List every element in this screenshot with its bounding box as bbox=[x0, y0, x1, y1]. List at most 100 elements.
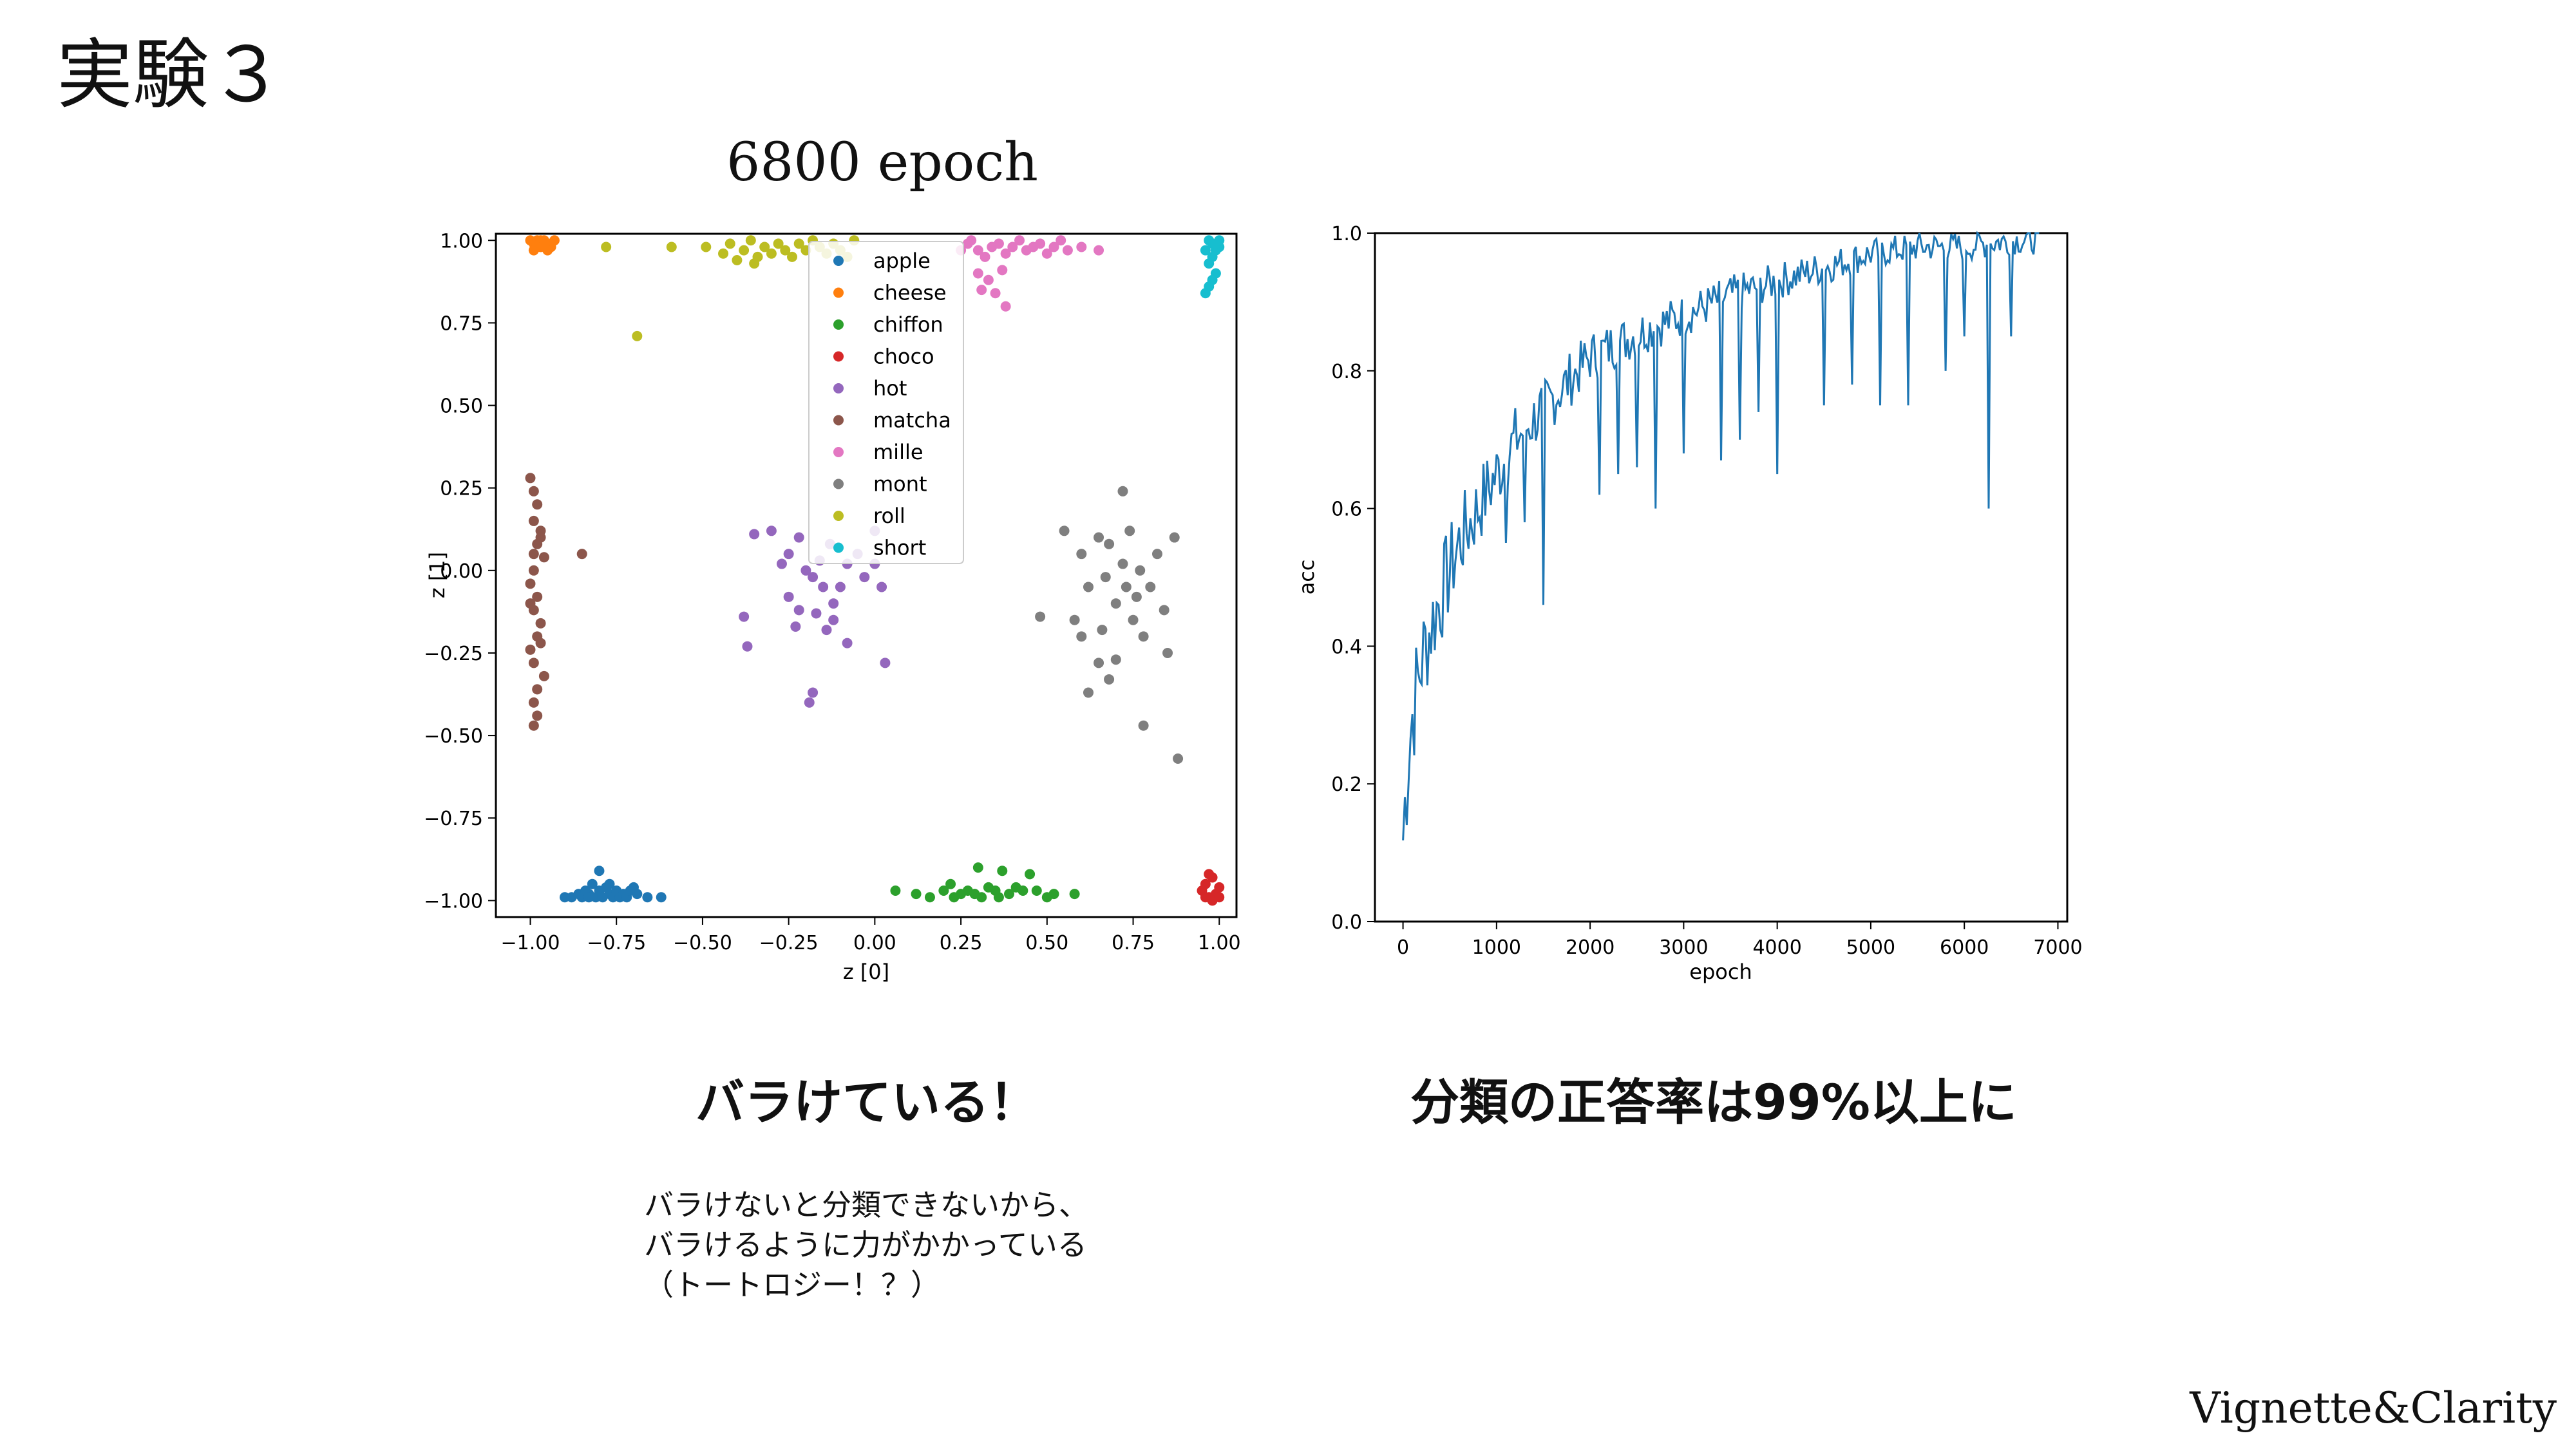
point-chiffon bbox=[997, 866, 1008, 876]
point-mille bbox=[1000, 301, 1011, 312]
point-mont bbox=[1083, 582, 1094, 592]
legend-marker-matcha bbox=[833, 415, 844, 426]
point-hot bbox=[804, 697, 815, 708]
point-chiffon bbox=[1025, 869, 1036, 880]
point-chiffon bbox=[993, 892, 1004, 903]
point-mont bbox=[1121, 582, 1132, 592]
scatter-ytick-label: −0.25 bbox=[424, 643, 483, 665]
point-mille bbox=[983, 274, 994, 285]
point-choco bbox=[1214, 882, 1225, 893]
point-hot bbox=[828, 614, 839, 625]
scatter-xtick-label: 0.75 bbox=[1112, 932, 1155, 954]
scatter-xtick-label: 0.50 bbox=[1025, 932, 1068, 954]
point-mont bbox=[1069, 614, 1080, 625]
point-apple bbox=[656, 892, 667, 903]
caption-left: バラけている！ bbox=[696, 1074, 1038, 1131]
point-mont bbox=[1117, 558, 1128, 569]
line-xtick-label: 4000 bbox=[1752, 936, 1801, 959]
point-mont bbox=[1083, 687, 1094, 698]
point-mille bbox=[1000, 248, 1011, 259]
point-chiffon bbox=[949, 892, 960, 903]
point-matcha bbox=[528, 658, 539, 668]
brand-logo-text: Vignette&Clarity bbox=[2190, 1383, 2557, 1433]
point-mont bbox=[1110, 654, 1121, 665]
legend-marker-apple bbox=[833, 256, 844, 266]
line-xtick-label: 0 bbox=[1397, 936, 1409, 959]
scatter-ytick-label: 1.00 bbox=[440, 230, 483, 252]
point-matcha bbox=[532, 591, 543, 602]
line-xtick-label: 6000 bbox=[1940, 936, 1989, 959]
point-choco bbox=[1214, 892, 1225, 903]
line-ticks: 0 1000 2000 3000 4000 5000 6000 7000 0.0 0.2 0.4 0.… bbox=[1331, 223, 2082, 959]
point-apple bbox=[594, 866, 605, 876]
scatter-ytick-label: 0.25 bbox=[440, 478, 483, 500]
point-chiffon bbox=[972, 862, 983, 873]
point-chiffon bbox=[911, 889, 922, 900]
point-mille bbox=[1076, 242, 1087, 252]
line-ytick-label: 0.6 bbox=[1331, 498, 1362, 521]
point-mont bbox=[1151, 549, 1162, 560]
point-mont bbox=[1173, 753, 1184, 764]
point-hot bbox=[739, 611, 750, 622]
point-mille bbox=[1041, 248, 1052, 259]
point-mille bbox=[1056, 235, 1066, 246]
point-chiffon bbox=[945, 878, 956, 889]
point-matcha bbox=[535, 638, 546, 649]
point-mont bbox=[1094, 658, 1104, 668]
scatter-plot: −1.00 −1.00 −0.75 −0.75 −0.50 −0.50 −0.25 −0.25… bbox=[424, 230, 1241, 984]
point-matcha bbox=[538, 670, 549, 681]
scatter-xtick-label: −0.25 bbox=[759, 932, 819, 954]
legend-label-mille: mille bbox=[873, 440, 923, 464]
scatter-ytick-label: −1.00 bbox=[424, 890, 483, 913]
point-hot bbox=[828, 598, 839, 609]
scatter-xtick-label: 0.00 bbox=[853, 932, 896, 954]
legend-marker-mille bbox=[833, 447, 844, 457]
accuracy-series-line bbox=[1402, 231, 2040, 840]
point-roll bbox=[718, 248, 729, 259]
accuracy-line-plot: 0 1000 2000 3000 4000 5000 6000 7000 0.0 0.2 0.4 0.… bbox=[1294, 223, 2083, 984]
legend-marker-roll bbox=[833, 511, 844, 521]
scatter-xtick-label: −0.50 bbox=[673, 932, 732, 954]
point-hot bbox=[811, 608, 822, 619]
scatter-legend: apple cheese chiffon choco hot matcha mille mon… bbox=[808, 241, 964, 564]
point-mille bbox=[1048, 242, 1059, 252]
point-hot bbox=[818, 582, 829, 592]
line-xtick-label: 1000 bbox=[1472, 936, 1521, 959]
legend-label-hot: hot bbox=[873, 376, 907, 401]
point-mont bbox=[1159, 605, 1170, 616]
point-mille bbox=[972, 245, 983, 256]
point-hot bbox=[793, 605, 804, 616]
point-roll bbox=[793, 238, 804, 249]
point-mont bbox=[1097, 625, 1108, 636]
point-matcha bbox=[528, 720, 539, 731]
point-apple bbox=[587, 878, 598, 889]
point-roll bbox=[724, 238, 735, 249]
point-mont bbox=[1162, 647, 1173, 658]
point-roll bbox=[780, 245, 791, 256]
point-mille bbox=[980, 251, 990, 262]
scatter-xtick-label: 0.25 bbox=[940, 932, 983, 954]
point-choco bbox=[1204, 869, 1215, 880]
point-mont bbox=[1104, 538, 1115, 549]
point-mont bbox=[1094, 532, 1104, 543]
point-hot bbox=[790, 621, 801, 632]
point-short bbox=[1200, 288, 1211, 299]
scatter-ytick-label: 0.75 bbox=[440, 312, 483, 335]
legend-marker-choco bbox=[833, 351, 844, 362]
point-roll bbox=[787, 251, 797, 262]
point-matcha bbox=[576, 549, 587, 560]
point-apple bbox=[583, 892, 594, 903]
point-matcha bbox=[535, 532, 546, 543]
scatter-ytick-label: 0.00 bbox=[440, 560, 483, 583]
point-matcha bbox=[532, 684, 543, 695]
point-hot bbox=[793, 532, 804, 543]
point-chiffon bbox=[1031, 885, 1042, 896]
point-matcha bbox=[528, 565, 539, 576]
point-roll bbox=[759, 242, 770, 252]
point-hot bbox=[821, 625, 832, 636]
point-matcha bbox=[528, 697, 539, 708]
legend-label-roll: roll bbox=[873, 504, 905, 528]
point-mont bbox=[1100, 572, 1111, 583]
scatter-ylabel: z [1] bbox=[425, 552, 450, 598]
